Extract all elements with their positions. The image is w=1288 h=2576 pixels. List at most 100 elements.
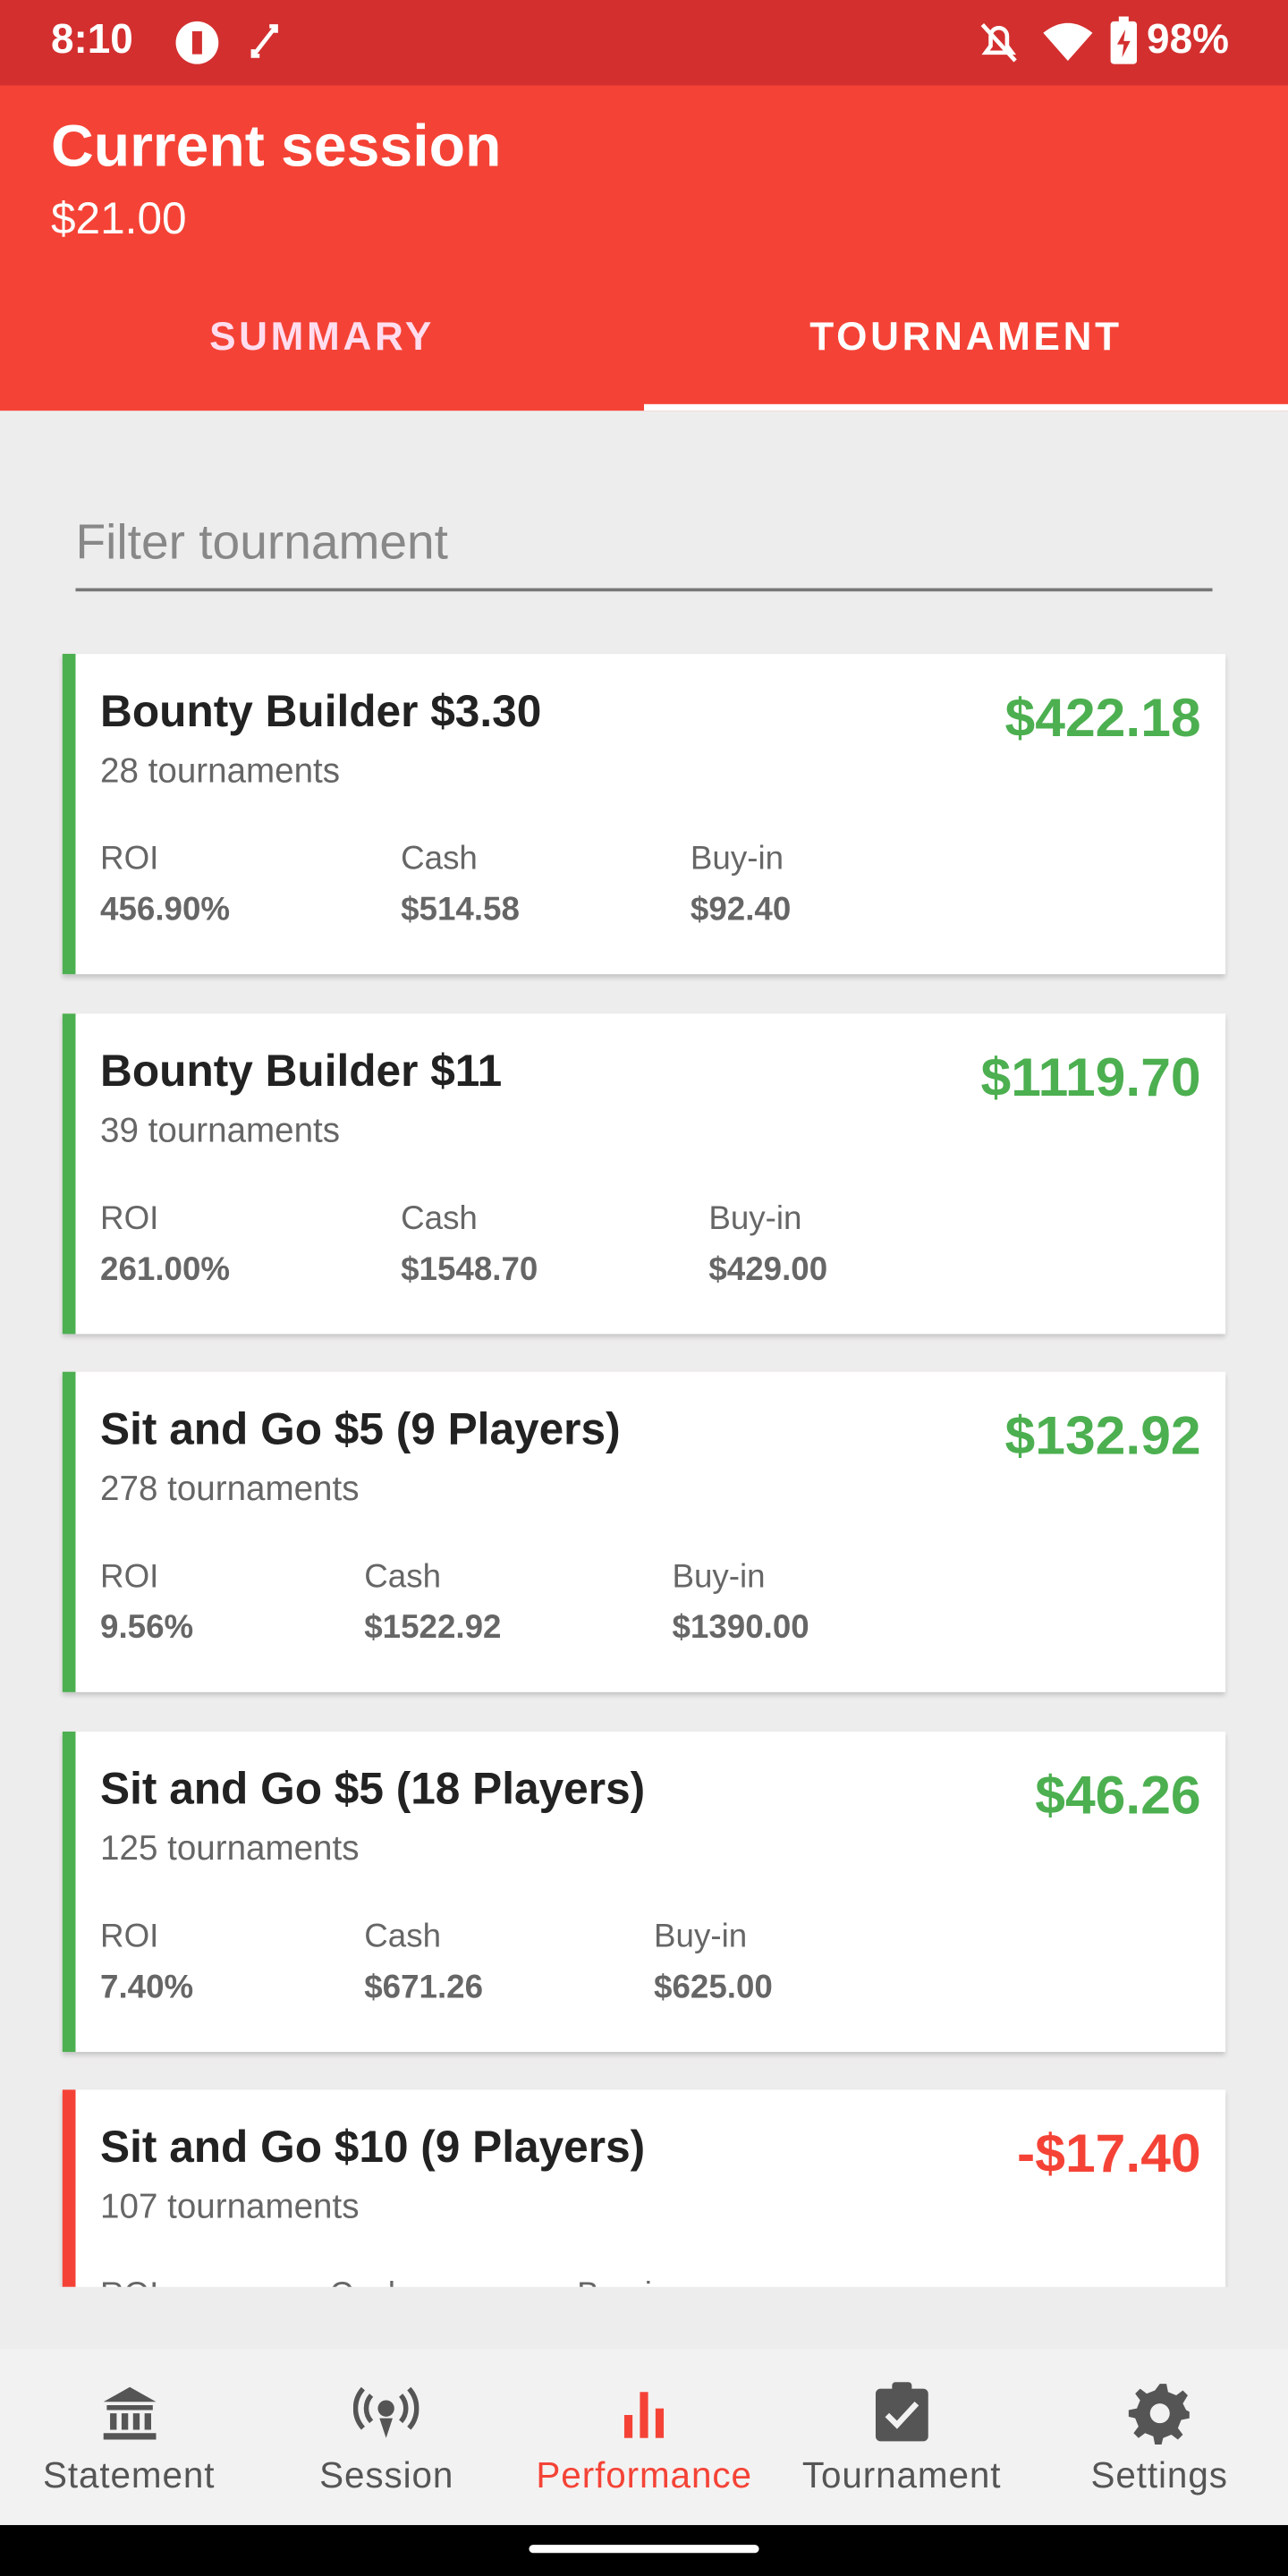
stat: Buy-in $429.00 [708,1200,827,1289]
nav-label: Performance [536,2454,752,2496]
wifi-icon [1043,22,1093,61]
stat: ROI 261.00% [100,1200,230,1289]
tournament-name: Sit and Go $10 (9 Players) [100,2123,646,2173]
tournament-count: 125 tournaments [100,1829,360,1868]
tournament-count: 278 tournaments [100,1470,360,1509]
stat-label: Cash [401,1199,478,1237]
nav-icon [875,2382,928,2442]
home-handle[interactable] [529,2545,759,2554]
stat-value: $1522.92 [364,1609,502,1647]
tab[interactable]: TOURNAMENT [809,315,1123,360]
bottom-nav: Statement Session Performance Tournament Set… [0,2349,1288,2526]
tournament-profit: $132.92 [1004,1404,1201,1466]
stat: Cash $671.26 [364,1918,483,2006]
tournament-card[interactable]: Bounty Builder $11 39 tournaments $1119.70… [62,1013,1226,1334]
tournament-card[interactable]: Sit and Go $10 (9 Players) 107 tournament… [62,2089,1226,2287]
tournament-name: Sit and Go $5 (9 Players) [100,1404,621,1454]
stat-label: Cash [364,1559,442,1596]
nav-icon [624,2392,665,2438]
sync-icon [250,24,278,58]
filter-input[interactable]: Filter tournament [75,515,448,571]
nav-icon [353,2386,419,2438]
nav-label: Settings [1090,2454,1228,2496]
stats: ROI 7.40% Cash $671.26 Buy-in $625.00 [100,1918,773,2006]
stat-value: 9.56% [100,1609,194,1647]
system-nav [0,2525,1288,2576]
stat-label: Cash [401,841,478,877]
app-bar: Current session $21.00 SUMMARY TOURNAMENT [0,85,1288,411]
title: Current session [50,111,502,180]
nav-item[interactable]: Tournament [773,2350,1030,2526]
nav-label: Statement [42,2454,216,2496]
stats: ROI 456.90% Cash $514.58 Buy-in $92.40 [100,841,791,929]
stat-value: $1548.70 [401,1250,538,1288]
nav-label: Session [319,2454,454,2496]
tournament-name: Sit and Go $5 (18 Players) [100,1763,646,1813]
tournament-card[interactable]: Sit and Go $5 (18 Players) 125 tournament… [62,1730,1226,2052]
tournament-profit: $422.18 [1004,686,1201,748]
stat-label: Buy-in [577,2277,670,2287]
nav-item[interactable]: Settings [1030,2350,1288,2526]
stat: Buy-in $92.40 [691,841,791,929]
tournament-card[interactable]: Sit and Go $5 (9 Players) 278 tournaments… [62,1371,1226,1692]
stat-value: $429.00 [708,1250,828,1288]
stat: Cash $1548.70 [401,1200,538,1289]
nav-item[interactable]: Performance [515,2350,773,2526]
stat: ROI [100,2277,158,2287]
tournament-list: Bounty Builder $3.30 28 tournaments $422.1… [0,624,1288,2287]
stat-value: $514.58 [401,892,520,928]
stats: ROI Cash Buy-in [100,2277,670,2287]
app-icon [175,21,219,64]
nav-label: Tournament [801,2454,1002,2496]
stat-value: $1390.00 [672,1609,809,1647]
stat: Cash [329,2277,406,2287]
stat: Cash $514.58 [401,841,520,929]
stat-label: ROI [100,841,159,877]
mute-icon [980,23,1017,63]
session-amount: $21.00 [50,193,187,243]
battery-icon [1110,16,1138,64]
stat-label: ROI [100,1199,159,1237]
stat-label: ROI [100,1918,159,1954]
stat: ROI 456.90% [100,841,230,929]
stat: Buy-in [577,2277,670,2287]
tournament-profit: -$17.40 [1017,2123,1201,2184]
stat: Buy-in $625.00 [654,1918,773,2006]
time: 8:10 [50,16,133,63]
nav-icon [1128,2384,1190,2445]
tournament-profit: $46.26 [1035,1763,1201,1825]
stat-label: ROI [100,2277,158,2287]
tab[interactable]: SUMMARY [209,315,435,360]
stat-label: Buy-in [690,841,784,877]
tab-indicator [643,403,1288,411]
stat-label: Buy-in [654,1918,748,1954]
stats: ROI 9.56% Cash $1522.92 Buy-in $1390.00 [100,1559,809,1648]
battery-level: 98% [1147,16,1229,63]
tournament-profit: $1119.70 [980,1046,1201,1107]
nav-item[interactable]: Session [258,2350,515,2526]
stat-value: 261.00% [100,1250,231,1288]
stat-value: 456.90% [100,892,231,928]
stat-value: $92.40 [690,892,792,928]
stat: Buy-in $1390.00 [672,1559,809,1648]
nav-icon [102,2386,156,2440]
tournament-name: Bounty Builder $11 [100,1046,503,1096]
stat-value: $671.26 [364,1969,484,2005]
tournament-count: 28 tournaments [100,752,341,791]
stat-label: Cash [329,2277,406,2287]
stats: ROI 261.00% Cash $1548.70 Buy-in $429.00 [100,1200,827,1289]
nav-item[interactable]: Statement [0,2350,258,2526]
tournament-count: 39 tournaments [100,1111,341,1149]
stat: Cash $1522.92 [364,1559,501,1648]
stat-label: Cash [364,1918,442,1954]
tournament-card[interactable]: Bounty Builder $3.30 28 tournaments $422.1… [62,654,1226,975]
stat-label: ROI [100,1559,159,1596]
stat-value: $625.00 [654,1969,773,2005]
stat: ROI 7.40% [100,1918,193,2006]
filter-underline [75,588,1213,592]
status-bar: 8:10 98% [0,0,1288,86]
tournament-name: Bounty Builder $3.30 [100,686,542,736]
tournament-count: 107 tournaments [100,2188,360,2226]
